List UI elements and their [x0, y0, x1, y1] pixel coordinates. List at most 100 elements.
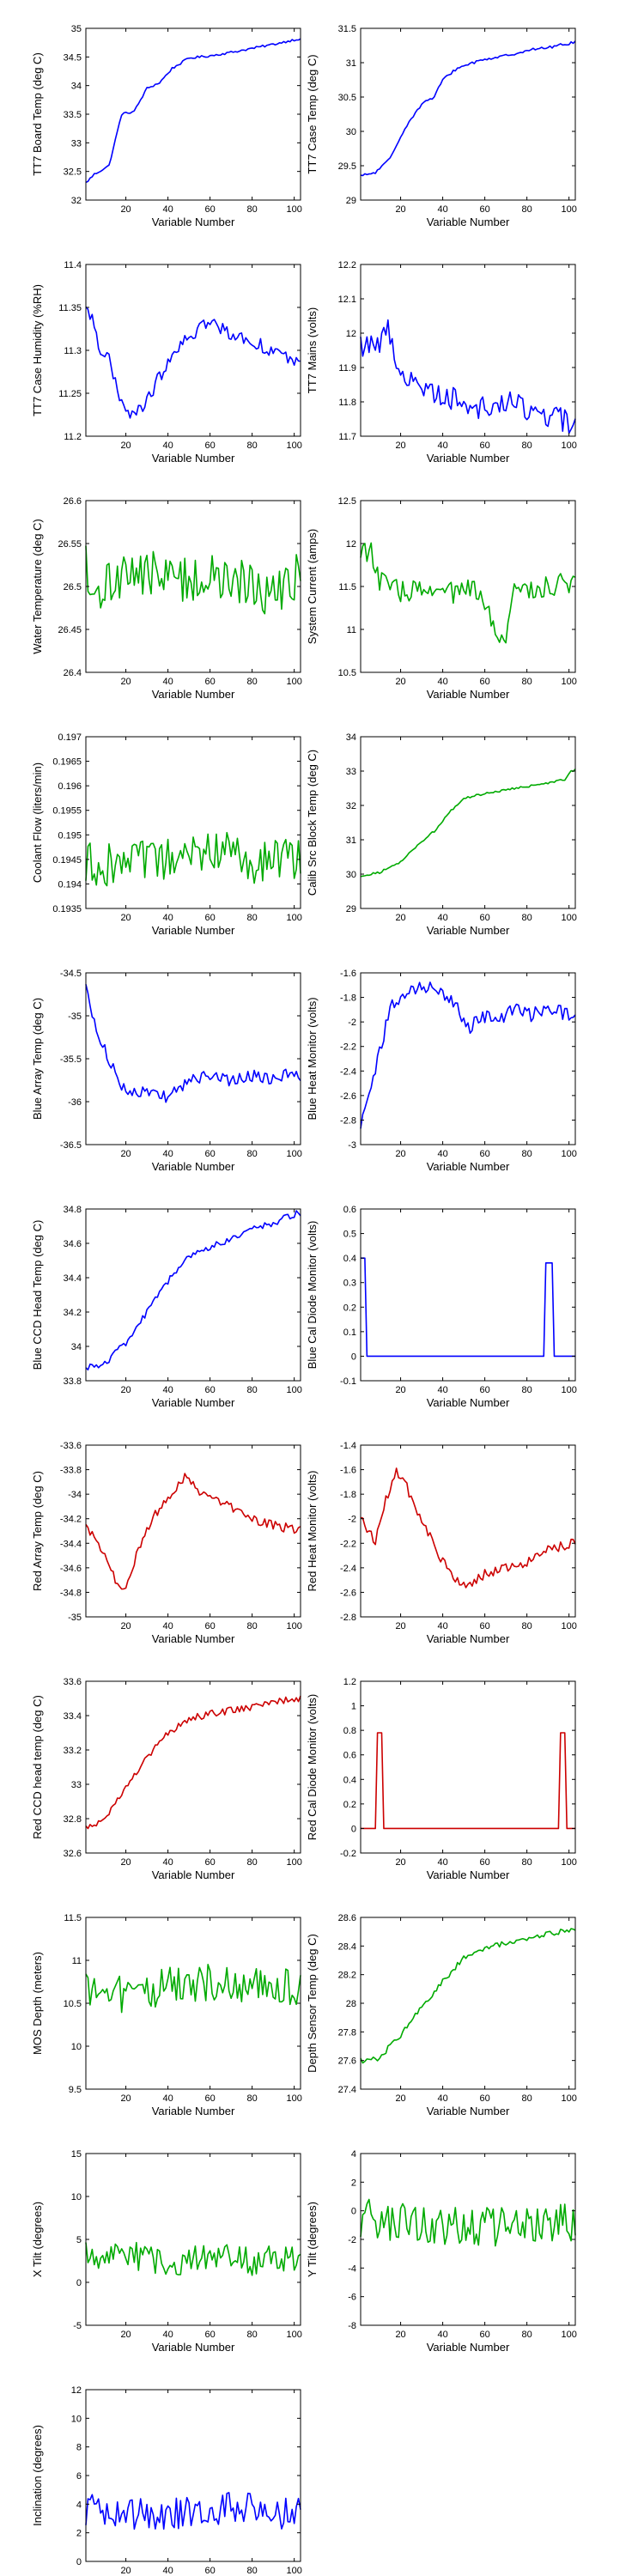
y-tick-label: 26.45	[58, 625, 82, 635]
y-tick-label: 1.2	[343, 1677, 356, 1687]
y-tick-label: 0.8	[343, 1726, 356, 1736]
series-line	[361, 1732, 575, 1830]
y-axis-label: Red Cal Diode Monitor (volts)	[306, 1694, 319, 1841]
y-tick-label: 0.2	[343, 1303, 356, 1313]
x-tick-label: 20	[120, 1621, 131, 1631]
x-tick-label: 80	[247, 2330, 258, 2340]
y-tick-label: -2.2	[340, 1042, 356, 1053]
series-line	[360, 319, 576, 434]
x-tick-label: 60	[204, 1621, 215, 1631]
series-line	[85, 306, 301, 419]
y-tick-label: 30	[346, 870, 356, 880]
axes-box	[360, 264, 576, 437]
y-tick-label: -1.6	[340, 1466, 356, 1476]
x-tick-label: 80	[522, 2330, 532, 2340]
x-tick-label: 40	[162, 204, 173, 215]
x-tick-label: 100	[561, 2330, 576, 2340]
y-axis-label: TT7 Case Humidity (%RH)	[31, 284, 44, 416]
y-axis-label: Red Array Temp (deg C)	[31, 1471, 44, 1591]
x-tick-label: 100	[561, 204, 576, 215]
x-axis-label: Variable Number	[427, 1160, 510, 1173]
x-tick-label: 60	[479, 204, 489, 215]
y-tick-label: 11.35	[58, 303, 82, 313]
y-tick-label: 0	[76, 2278, 82, 2288]
x-tick-label: 60	[204, 2330, 215, 2340]
y-tick-label: 12.1	[338, 295, 356, 305]
series-line	[361, 1257, 575, 1358]
y-tick-label: 0	[351, 1824, 356, 1834]
x-tick-label: 20	[120, 440, 131, 451]
y-tick-label: 34.8	[64, 1205, 82, 1215]
x-axis-label: Variable Number	[152, 1632, 235, 1645]
y-tick-label: 10	[71, 2192, 82, 2202]
y-axis-label: MOS Depth (meters)	[31, 1952, 44, 2055]
x-tick-label: 20	[395, 2330, 405, 2340]
x-tick-label: 40	[437, 1621, 447, 1631]
y-tick-label: 33.8	[64, 1376, 82, 1387]
x-tick-label: 20	[395, 204, 405, 215]
panel-3: 20 40 60 80 100 11.2 11.25 11.3 11.35 11.4 Variabl…	[31, 260, 302, 465]
y-axis-label: System Current (amps)	[306, 529, 319, 644]
x-tick-label: 100	[286, 1385, 301, 1395]
x-tick-label: 80	[522, 1149, 532, 1159]
y-tick-label: -35	[68, 1613, 82, 1623]
x-tick-label: 60	[204, 913, 215, 923]
panel-6: 20 40 60 80 100 10.5 11 11.5 12 12.5 Variable Numb…	[306, 496, 577, 701]
y-tick-label: -1.4	[340, 1441, 356, 1451]
y-tick-label: 34	[71, 82, 82, 92]
y-tick-label: 0	[76, 2557, 82, 2567]
x-tick-label: 20	[120, 677, 131, 687]
y-tick-label: 32.8	[64, 1814, 82, 1825]
y-tick-label: 1	[351, 1702, 356, 1712]
x-tick-label: 40	[162, 2566, 173, 2576]
x-tick-label: 100	[561, 1857, 576, 1868]
x-tick-label: 80	[522, 204, 532, 215]
x-axis-label: Variable Number	[152, 452, 235, 465]
y-tick-label: 10.5	[338, 668, 356, 678]
series-line	[360, 1467, 576, 1589]
axes-box	[85, 1444, 301, 1618]
series-line	[85, 1964, 301, 2014]
y-tick-label: -1.8	[340, 993, 356, 1004]
x-tick-label: 60	[204, 1857, 215, 1868]
y-tick-label: 32	[71, 196, 82, 206]
y-tick-label: 4	[351, 2149, 356, 2160]
x-axis-label: Variable Number	[427, 2105, 510, 2117]
axes-box	[360, 1680, 576, 1854]
x-tick-label: 100	[286, 677, 301, 687]
plot-area	[86, 501, 301, 672]
x-tick-label: 40	[162, 1149, 173, 1159]
y-tick-label: 2	[351, 2178, 356, 2188]
y-tick-label: -2	[348, 1018, 356, 1028]
y-tick-label: -2.2	[340, 1539, 356, 1549]
x-tick-label: 40	[437, 1149, 447, 1159]
y-tick-label: -2.6	[340, 1588, 356, 1598]
y-axis-label: TT7 Case Temp (deg C)	[306, 54, 319, 173]
y-tick-label: 27.6	[338, 2057, 356, 2067]
x-tick-label: 20	[120, 2566, 131, 2576]
y-tick-label: 0.194	[58, 879, 82, 890]
x-tick-label: 20	[395, 1621, 405, 1631]
y-tick-label: 11.9	[338, 363, 356, 374]
x-tick-label: 60	[204, 1385, 215, 1395]
x-tick-label: 100	[561, 913, 576, 923]
x-axis-label: Variable Number	[427, 2341, 510, 2354]
y-tick-label: 32.6	[64, 1849, 82, 1859]
y-tick-label: -34.6	[60, 1564, 82, 1574]
x-tick-label: 100	[286, 2330, 301, 2340]
panel-8: 20 40 60 80 100 29 30 31 32 33 34 Variable Number Ca…	[306, 732, 577, 937]
y-axis-label: X Tilt (degrees)	[31, 2202, 44, 2277]
y-tick-label: 31	[346, 835, 356, 846]
x-tick-label: 40	[437, 440, 447, 451]
x-tick-label: 60	[204, 2093, 215, 2104]
y-tick-label: 34	[71, 1342, 82, 1352]
y-tick-label: 0.1955	[52, 806, 82, 817]
series-line	[360, 1928, 576, 2064]
x-tick-label: 40	[437, 1385, 447, 1395]
x-axis-label: Variable Number	[427, 924, 510, 937]
y-tick-label: -2.8	[340, 1613, 356, 1623]
y-tick-label: 10.5	[64, 1999, 82, 2009]
x-tick-label: 60	[479, 1385, 489, 1395]
x-tick-label: 80	[247, 913, 258, 923]
